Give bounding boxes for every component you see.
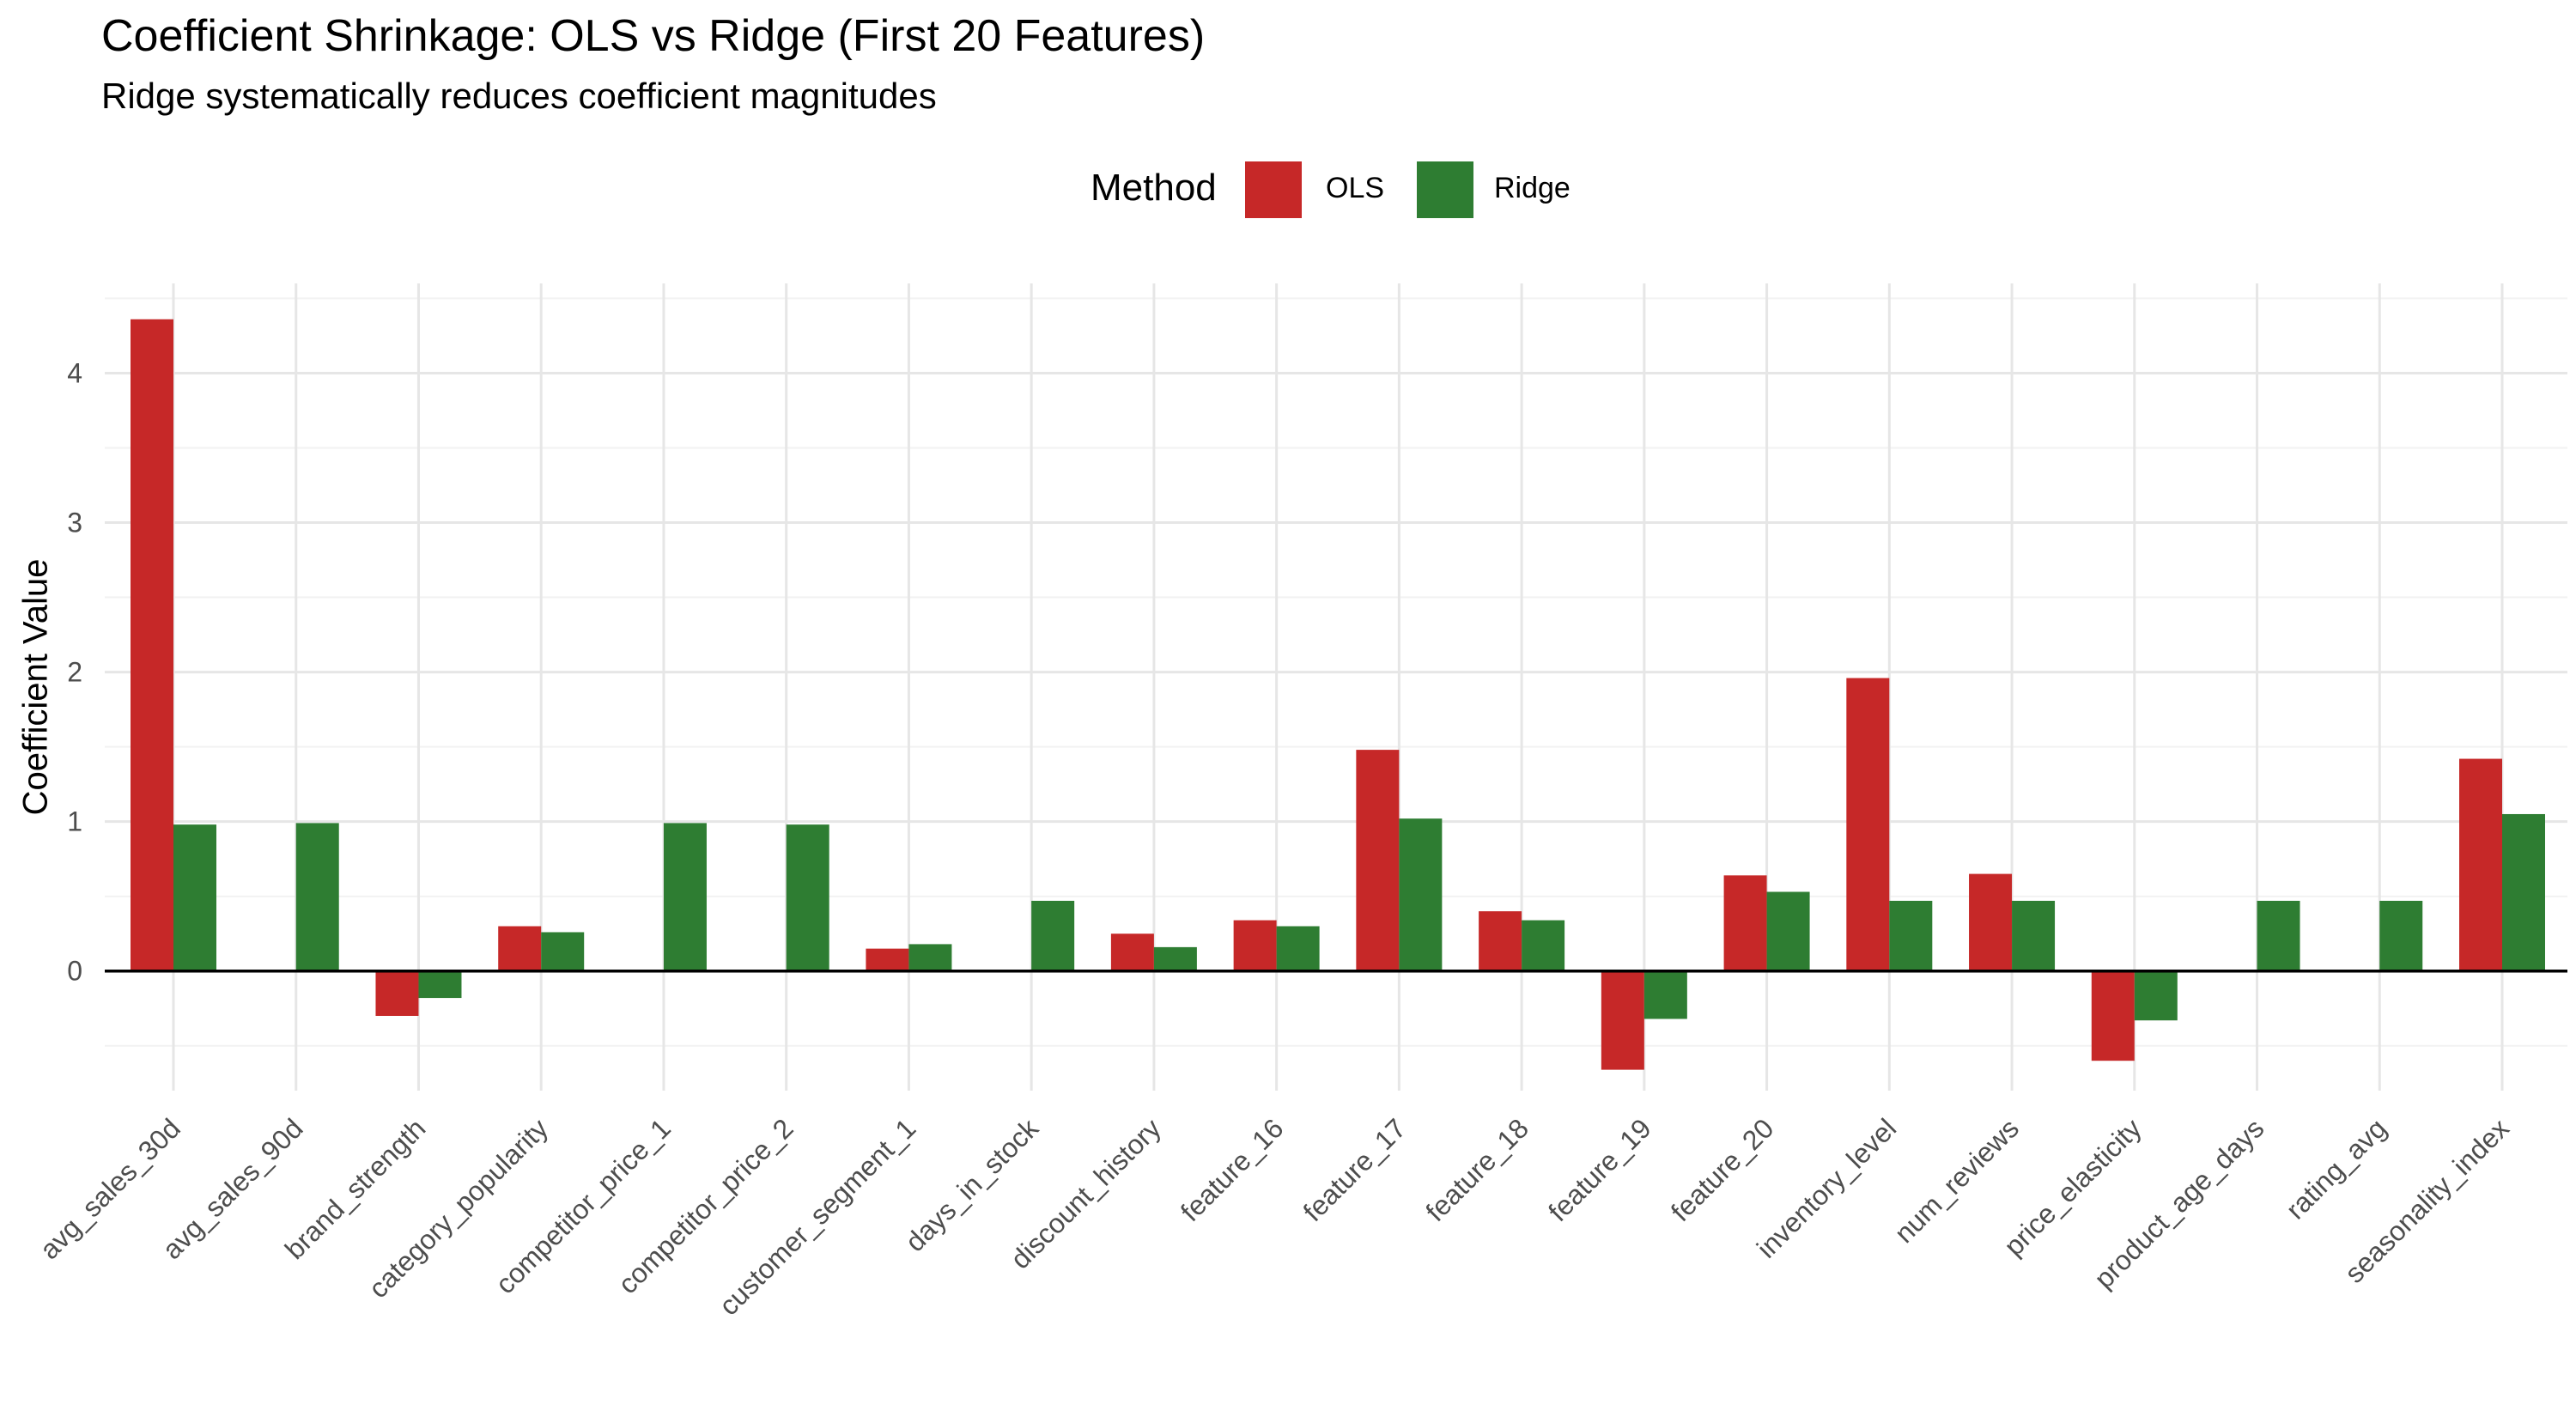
bar-ridge-inventory_level — [1889, 901, 1932, 971]
bar-ridge-discount_history — [1154, 947, 1197, 971]
bar-ols-feature_18 — [1479, 911, 1522, 971]
bar-ridge-product_age_days — [2257, 901, 2300, 971]
bar-ridge-feature_20 — [1767, 891, 1810, 970]
bar-ols-brand_strength — [375, 971, 418, 1016]
bar-ridge-avg_sales_90d — [296, 823, 339, 970]
bar-ridge-days_in_stock — [1031, 901, 1074, 971]
bar-ols-feature_16 — [1234, 921, 1277, 971]
bar-ridge-num_reviews — [2012, 901, 2055, 971]
bar-ridge-seasonality_index — [2502, 814, 2545, 971]
bar-ridge-rating_avg — [2379, 901, 2422, 971]
bar-ols-avg_sales_30d — [131, 319, 173, 971]
bar-ols-category_popularity — [498, 927, 541, 971]
bar-ols-feature_19 — [1601, 971, 1644, 1070]
x-tick-label: num_reviews — [1888, 1112, 2025, 1249]
bar-ridge-avg_sales_30d — [173, 824, 216, 971]
bar-ridge-feature_18 — [1522, 921, 1564, 971]
y-tick-label: 4 — [67, 357, 82, 388]
y-tick-label: 2 — [67, 657, 82, 688]
bar-ridge-feature_17 — [1399, 818, 1442, 971]
bar-ridge-price_elasticity — [2135, 971, 2178, 1020]
x-tick-label: feature_17 — [1297, 1112, 1413, 1227]
bar-ols-feature_17 — [1356, 750, 1399, 971]
bar-ols-feature_20 — [1724, 875, 1767, 970]
bar-ridge-feature_19 — [1644, 971, 1687, 1019]
bar-ridge-customer_segment_1 — [908, 944, 951, 970]
bar-ols-customer_segment_1 — [866, 949, 908, 971]
bar-ridge-brand_strength — [418, 971, 461, 998]
bar-ridge-category_popularity — [541, 932, 584, 970]
x-tick-label: rating_avg — [2280, 1112, 2392, 1225]
bar-ridge-feature_16 — [1277, 927, 1320, 971]
bar-ridge-competitor_price_2 — [787, 824, 829, 971]
x-tick-label: feature_16 — [1175, 1112, 1290, 1227]
bar-ridge-competitor_price_1 — [664, 823, 707, 970]
x-tick-label: feature_18 — [1419, 1112, 1534, 1227]
bar-ols-discount_history — [1111, 934, 1154, 971]
y-tick-label: 0 — [67, 956, 82, 987]
x-tick-label: customer_segment_1 — [713, 1112, 921, 1321]
y-tick-label: 1 — [67, 806, 82, 837]
bar-ols-price_elasticity — [2092, 971, 2135, 1061]
x-tick-label: feature_19 — [1542, 1112, 1657, 1227]
bar-ols-num_reviews — [1969, 874, 2012, 971]
bar-ols-seasonality_index — [2459, 759, 2502, 971]
bar-ols-inventory_level — [1846, 678, 1889, 971]
y-tick-label: 3 — [67, 508, 82, 538]
x-tick-label: feature_20 — [1665, 1112, 1780, 1227]
